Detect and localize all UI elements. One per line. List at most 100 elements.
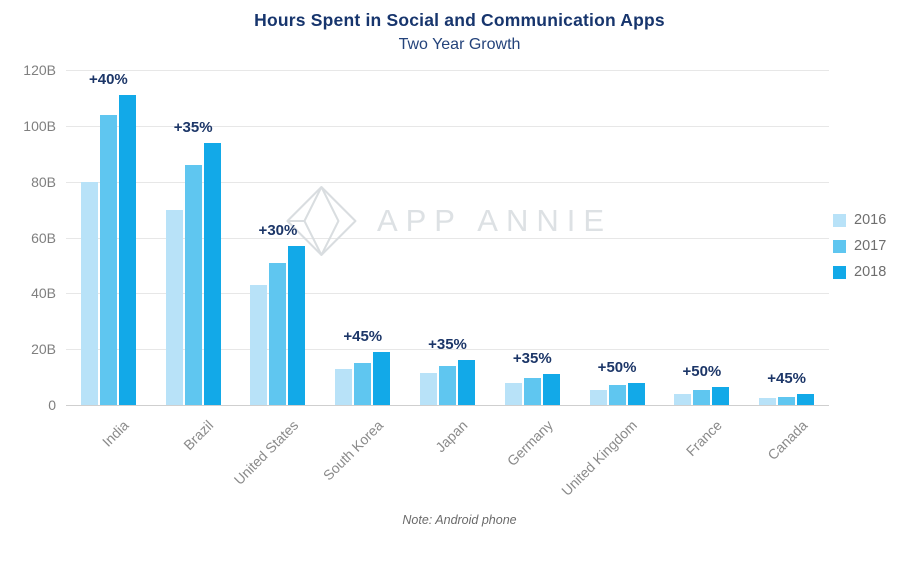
gridline [66,181,829,183]
bar-group: +35% [490,70,575,405]
bars [165,142,221,405]
y-tick-label: 20B [31,341,56,358]
x-axis-label: India [66,405,151,505]
growth-label: +30% [258,221,298,239]
growth-label: +35% [428,336,467,354]
bar-2016 [80,181,98,405]
bars [420,360,476,405]
gridline [66,70,829,71]
bar-2016 [504,382,522,405]
growth-label: +50% [682,362,722,380]
x-axis-label-text: Canada [763,417,810,463]
chart-subtitle: Two Year Growth [398,36,521,53]
x-axis-label: Canada [744,405,829,505]
bar-2017 [608,385,626,405]
bars [674,386,730,405]
gridline [66,293,829,295]
bar-group: +35% [405,70,490,405]
bar-2016 [165,209,183,405]
x-axis-label-text: India [98,417,132,450]
gridline [66,349,829,351]
bars [80,95,136,405]
gridline [66,125,829,127]
legend-item-2016: 2016 [833,212,886,228]
y-axis: 120B 100B 80B 60B 40B 20B 0 [14,62,66,413]
y-tick-label: 40B [31,285,56,302]
bar-2018 [458,360,476,405]
bar-2018 [373,351,391,405]
bars [250,245,306,405]
bar-group: +45% [320,70,405,405]
gridline [66,405,829,406]
legend-swatch [833,213,846,227]
bar-2016 [420,372,438,405]
x-axis-label-text: South Korea [319,417,387,484]
bar-2016 [589,389,607,405]
bar-2017 [354,363,372,405]
bar-group: +40% [66,70,151,405]
legend-swatch [833,239,846,253]
legend-item-2018: 2018 [833,264,886,280]
bar-2016 [759,398,777,405]
growth-label: +45% [767,369,807,387]
x-axis-label: France [659,405,744,505]
x-axis-label-text: France [683,417,726,460]
chart-area: 120B 100B 80B 60B 40B 20B 0 APP ANNIE +40% +35%… [14,62,915,505]
bar-group: +45% [744,70,829,405]
y-tick-label: 0 [48,397,56,413]
bar-group: +50% [575,70,660,405]
bar-groups: +40% +35% +30% +45% +35% +35% +50% +50% +45% [66,70,829,405]
bar-2017 [778,396,796,405]
bar-group: +30% [236,70,321,405]
bar-2016 [250,284,268,405]
bar-2017 [439,365,457,405]
x-axis-label-text: Brazil [180,417,217,454]
growth-label: +40% [88,71,128,89]
bars [589,382,645,405]
bar-2018 [118,95,136,405]
x-axis-label: South Korea [320,405,405,505]
y-tick-label: 60B [31,229,56,246]
growth-label: +35% [173,118,213,136]
legend-item-2017: 2017 [833,238,886,254]
y-tick-label: 100B [23,117,56,134]
growth-label: +50% [597,358,637,376]
legend-swatch [833,265,846,279]
x-axis-label-text: Japan [432,417,471,456]
bar-2017 [693,389,711,405]
x-axis-label-text: Germany [503,417,556,470]
bars [759,393,815,405]
gridline [66,237,829,239]
bar-group: +35% [151,70,236,405]
bar-2017 [269,262,287,405]
bar-2018 [288,245,306,405]
x-axis-labels: India Brazil United States South Korea Japan… [66,405,829,505]
bar-2018 [627,382,645,405]
legend-label: 2016 [854,212,887,228]
y-tick-label: 120B [23,62,56,78]
bar-2018 [797,393,815,405]
bar-2016 [335,368,353,405]
x-axis-label-text: United States [230,417,302,488]
bars [504,374,560,405]
chart-title: Hours Spent in Social and Communication … [254,10,665,30]
bar-2018 [542,374,560,405]
legend-column: 2016 2017 2018 [829,70,915,405]
bar-2018 [203,142,221,405]
plot-area: APP ANNIE +40% +35% +30% +45% +35% +35% +50% +5… [66,70,829,406]
growth-label: +45% [343,327,383,345]
x-axis-label: Japan [405,405,490,505]
chart-note: Note: Android phone [402,513,517,527]
x-axis-label: United Kingdom [559,405,660,505]
x-axis-label: Brazil [151,405,236,505]
legend-label: 2017 [854,238,887,254]
bar-2017 [99,114,117,405]
bar-2017 [184,164,202,405]
bar-2016 [674,393,692,405]
legend: 2016 2017 2018 [833,212,886,280]
x-axis-label: United States [231,405,321,505]
growth-label: +35% [512,350,552,368]
y-tick-label: 80B [31,173,56,190]
bars [335,351,391,405]
